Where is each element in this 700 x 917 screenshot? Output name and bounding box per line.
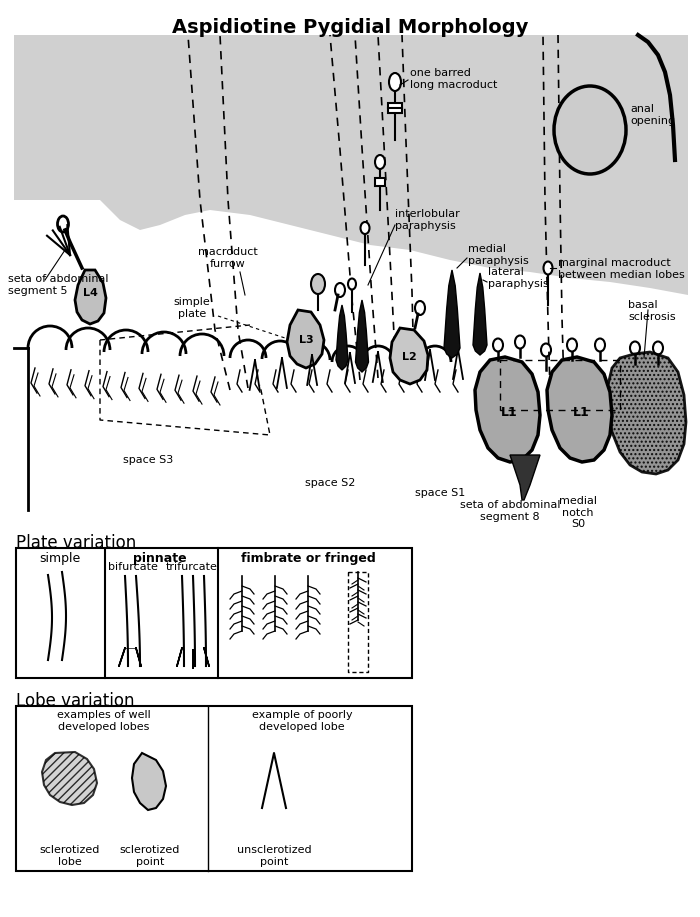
- Ellipse shape: [375, 155, 385, 169]
- FancyBboxPatch shape: [388, 103, 402, 113]
- Text: simple
plate: simple plate: [174, 297, 211, 319]
- Text: L1: L1: [500, 405, 517, 418]
- Text: L2: L2: [402, 352, 416, 362]
- Polygon shape: [473, 273, 487, 355]
- Text: macroduct
furrow: macroduct furrow: [198, 248, 258, 269]
- Text: L4: L4: [83, 288, 97, 298]
- Polygon shape: [287, 310, 324, 368]
- Text: lateral
paraphysis: lateral paraphysis: [488, 267, 549, 289]
- Text: L3: L3: [299, 335, 314, 345]
- Polygon shape: [444, 270, 460, 358]
- Polygon shape: [42, 752, 97, 805]
- Polygon shape: [14, 200, 688, 510]
- Text: seta of abdominal
segment 5: seta of abdominal segment 5: [8, 274, 108, 296]
- FancyBboxPatch shape: [14, 35, 688, 510]
- Polygon shape: [75, 270, 106, 324]
- Text: medial
notch
S0: medial notch S0: [559, 496, 597, 529]
- Polygon shape: [510, 455, 540, 500]
- Text: trifurcate: trifurcate: [166, 562, 218, 572]
- Polygon shape: [356, 300, 368, 372]
- Text: L1: L1: [573, 405, 589, 418]
- Polygon shape: [608, 352, 686, 474]
- Polygon shape: [547, 357, 612, 462]
- Polygon shape: [336, 305, 348, 370]
- FancyBboxPatch shape: [375, 178, 385, 186]
- Text: interlobular
paraphysis: interlobular paraphysis: [395, 209, 460, 231]
- Ellipse shape: [554, 86, 626, 174]
- Polygon shape: [132, 753, 166, 810]
- Text: pinnate: pinnate: [133, 552, 187, 565]
- Ellipse shape: [311, 274, 325, 294]
- Text: medial
paraphysis: medial paraphysis: [468, 244, 528, 266]
- Text: seta of abdominal
segment 8: seta of abdominal segment 8: [460, 500, 560, 522]
- Text: examples of well
developed lobes: examples of well developed lobes: [57, 710, 151, 732]
- Text: basal
sclerosis: basal sclerosis: [628, 300, 676, 322]
- Text: sclerotized
point: sclerotized point: [120, 845, 180, 867]
- Text: unsclerotized
point: unsclerotized point: [237, 845, 312, 867]
- Text: anal
opening: anal opening: [630, 105, 675, 126]
- Text: fimbrate or fringed: fimbrate or fringed: [241, 552, 375, 565]
- Text: marginal macroduct
between median lobes: marginal macroduct between median lobes: [558, 258, 685, 280]
- Ellipse shape: [389, 73, 401, 91]
- Text: simple: simple: [39, 552, 80, 565]
- Text: Plate variation: Plate variation: [16, 534, 136, 552]
- Ellipse shape: [543, 261, 552, 274]
- Ellipse shape: [360, 222, 370, 234]
- Text: space S2: space S2: [304, 478, 355, 488]
- Text: bifurcate: bifurcate: [108, 562, 158, 572]
- Polygon shape: [475, 357, 540, 462]
- FancyBboxPatch shape: [16, 548, 412, 678]
- Text: space S1: space S1: [415, 488, 465, 498]
- Text: space S3: space S3: [123, 455, 173, 465]
- Text: example of poorly
developed lobe: example of poorly developed lobe: [252, 710, 352, 732]
- Text: Aspidiotine Pygidial Morphology: Aspidiotine Pygidial Morphology: [172, 18, 528, 37]
- Text: sclerotized
lobe: sclerotized lobe: [40, 845, 100, 867]
- Text: Lobe variation: Lobe variation: [16, 692, 134, 710]
- Polygon shape: [390, 328, 428, 384]
- Text: one barred
long macroduct: one barred long macroduct: [410, 68, 498, 90]
- FancyBboxPatch shape: [16, 706, 412, 871]
- Ellipse shape: [348, 279, 356, 290]
